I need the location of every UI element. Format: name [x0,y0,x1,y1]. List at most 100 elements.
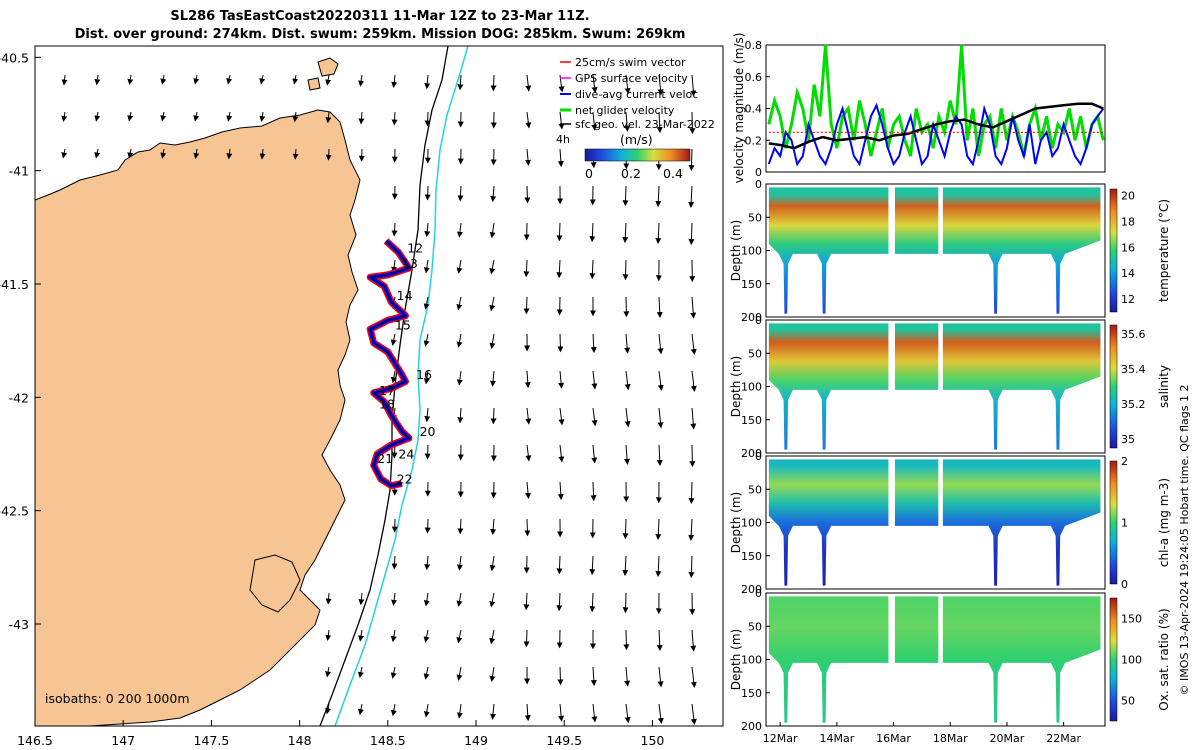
section-panel-2: 0 50 100 150 200 Depth (m) 35 35.2 35.4 35.6 salin… [729,314,1171,460]
velocity-arrow [259,74,266,85]
section-y-tick-label: 50 [748,211,762,224]
velocity-arrow [391,74,398,88]
velocity-arrow [688,481,695,505]
velocity-arrow [557,333,564,353]
velocity-arrow [259,111,266,122]
time-tick-label: 14Mar [819,732,854,745]
velocity-arrow [590,481,597,502]
velocity-arrow [325,148,332,161]
map-x-tick-label: 148 [288,733,312,748]
northeast-islands [307,57,339,91]
velocity-arrow [624,333,631,354]
velocity-arrow [489,259,496,275]
section-field [768,187,1101,314]
velocity-arrow [622,259,629,281]
map-colorbar-tick-label: 0.2 [621,166,641,181]
map-legend: 25cm/s swim vector GPS surface velocity … [556,56,715,181]
velocity-arrow [358,592,365,606]
data-gap [888,320,895,453]
section-colorbar-tick-label: 0 [1121,578,1128,591]
velocity-arrow [690,74,697,97]
velocity-ylabel: velocity magnitude (m/s) [732,33,746,184]
velocity-arrow [160,148,167,159]
velocity-arrow [193,111,200,122]
velocity-arrow [456,555,463,571]
velocity-arrow [424,518,431,534]
velocity-arrow [127,74,134,86]
section-panel-3: 0 50 100 150 200 Depth (m) 0 1 2 chl-a (mg m-3) [729,450,1171,596]
velocity-arrow [457,74,464,91]
velocity-arrow [622,555,629,577]
map-colorbar-label: (m/s) [620,132,653,147]
section-colorbar-tick-label: 20 [1121,189,1135,202]
velocity-arrow [424,555,431,571]
section-y-tick-label: 50 [748,347,762,360]
section-y-tick-label: 50 [748,620,762,633]
velocity-arrow [94,148,101,159]
velocity-arrow [325,592,332,605]
velocity-arrow [591,444,598,464]
isobath-1000m [334,46,469,726]
velocity-arrow [390,333,397,346]
velocity-arrow [490,74,497,92]
section-ylabel: Depth (m) [729,629,743,690]
velocity-arrow [656,629,663,652]
velocity-arrow [589,592,596,613]
map-x-tick-label: 148.5 [370,733,406,748]
day-label: 22 [397,471,413,486]
map-x-tick-label: 147 [111,733,135,748]
velocity-y-tick-label: 0.4 [745,103,763,116]
time-tick-label: 18Mar [933,732,968,745]
velocity-arrow [61,74,68,86]
velocity-arrow [557,666,564,686]
section-ylabel: Depth (m) [729,220,743,281]
velocity-arrow [390,629,397,643]
isobath-label: isobaths: 0 200 1000m [45,691,190,706]
section-colorbar-tick-label: 50 [1121,695,1135,708]
legend-sfc-geo-vel: sfc geo. vel. 23-Mar-2022 [575,118,715,131]
velocity-arrow [689,111,696,135]
velocity-arrow [490,703,496,720]
velocity-arrow [358,629,365,642]
glider-track [366,238,413,490]
time-tick-label: 20Mar [990,732,1025,745]
velocity-arrow [456,296,463,311]
day-label: 20 [420,424,436,439]
surface-velocity-vectors [61,74,697,725]
legend-dive-avg-current: dive-avg current veloc [575,88,698,101]
velocity-arrow [656,444,663,467]
velocity-arrow [655,222,662,245]
velocity-arrow [358,74,365,87]
velocity-arrow [391,222,398,237]
section-colorbar-tick-label: 35 [1121,433,1135,446]
velocity-arrow [292,148,299,160]
velocity-arrow [624,111,631,132]
velocity-series-line [767,102,1105,167]
section-y-tick-label: 150 [741,550,762,563]
day-label: 12 [407,240,423,255]
section-colorbar [1109,460,1118,585]
velocity-arrow [622,518,629,540]
section-y-tick-label: 150 [741,278,762,291]
velocity-arrow [525,481,531,499]
velocity-arrow [358,111,365,125]
velocity-arrow [690,629,697,652]
velocity-panel: 0 0.2 0.4 0.6 0.8 velocity magnitude (m/s) [732,33,1106,184]
data-gap [938,320,943,453]
legend-net-glider-velocity: net glider velocity [575,104,675,117]
velocity-arrow [688,518,695,541]
velocity-arrow [456,703,463,719]
velocity-arrow [556,222,563,242]
data-gap [938,456,943,589]
velocity-y-tick-label: 0.8 [745,39,763,52]
track-line [368,240,410,487]
section-y-tick-label: 200 [741,583,762,596]
velocity-arrow [456,259,463,274]
velocity-arrow [193,148,200,160]
velocity-arrow [456,592,463,607]
velocity-arrow [423,629,430,643]
section-colorbar [1109,597,1118,722]
velocity-arrow [390,370,397,384]
map-colorbar-tick-label: 0 [585,166,593,181]
